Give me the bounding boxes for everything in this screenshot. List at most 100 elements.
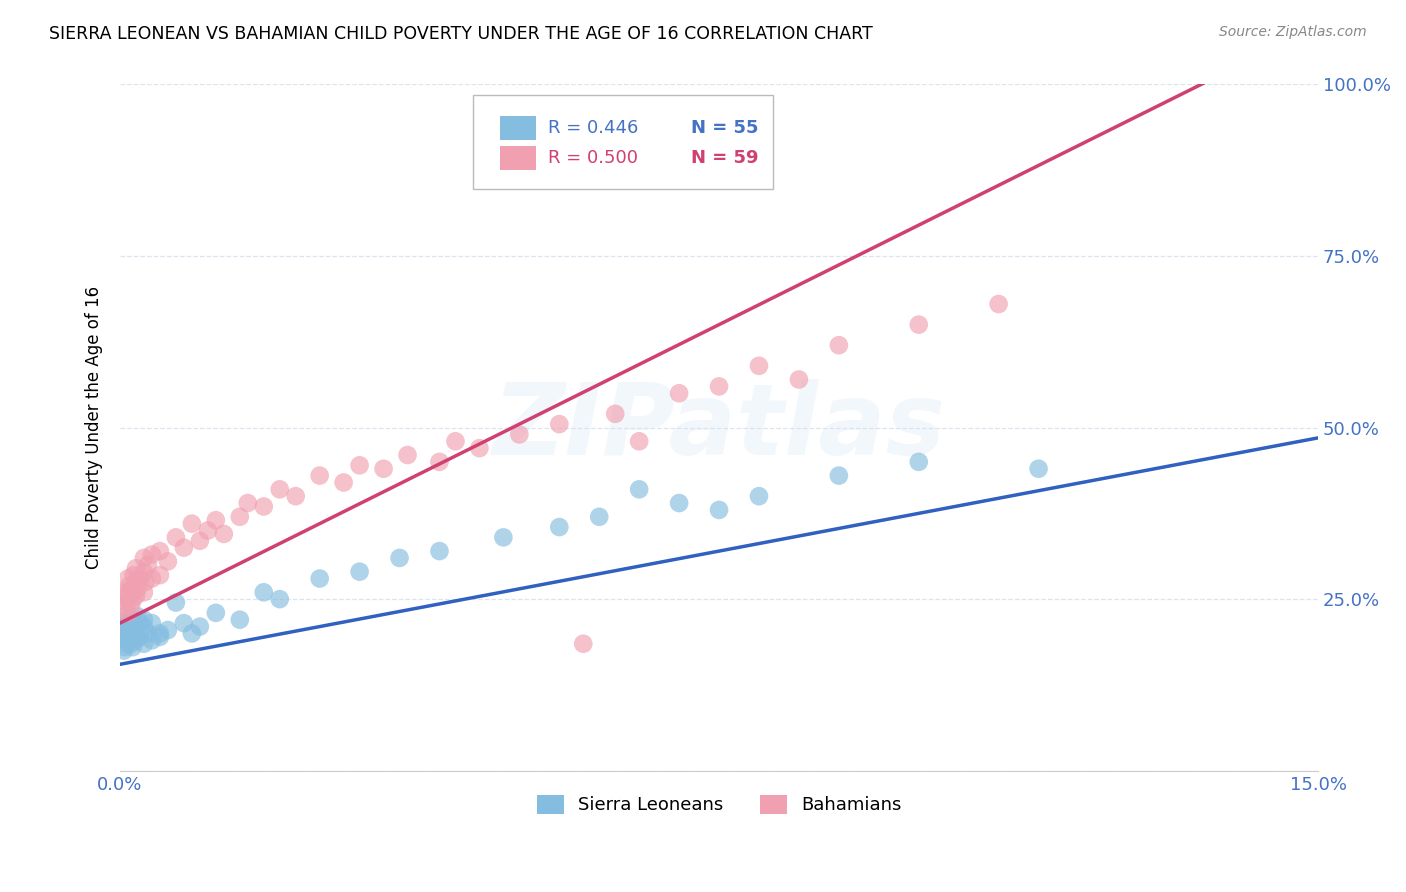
Point — [748, 359, 770, 373]
Point — [112, 589, 135, 603]
Text: N = 59: N = 59 — [692, 149, 759, 167]
Point — [115, 596, 138, 610]
Point — [468, 441, 491, 455]
Point — [396, 448, 419, 462]
Point — [204, 606, 226, 620]
Point — [136, 626, 159, 640]
Point — [132, 637, 155, 651]
Point — [188, 533, 211, 548]
Text: SIERRA LEONEAN VS BAHAMIAN CHILD POVERTY UNDER THE AGE OF 16 CORRELATION CHART: SIERRA LEONEAN VS BAHAMIAN CHILD POVERTY… — [49, 25, 873, 43]
Point — [508, 427, 530, 442]
Point — [117, 633, 139, 648]
Point — [429, 544, 451, 558]
Point — [132, 565, 155, 579]
FancyBboxPatch shape — [474, 95, 773, 189]
Point — [118, 578, 141, 592]
Point — [748, 489, 770, 503]
Point — [121, 582, 143, 596]
Point — [572, 637, 595, 651]
Point — [121, 613, 143, 627]
Point — [121, 623, 143, 637]
Point — [373, 461, 395, 475]
Point — [332, 475, 354, 490]
Point — [349, 458, 371, 473]
Point — [124, 630, 146, 644]
Point — [114, 585, 136, 599]
Point — [149, 626, 172, 640]
Point — [229, 613, 252, 627]
Point — [628, 483, 651, 497]
Point — [149, 630, 172, 644]
Point — [115, 637, 138, 651]
Point — [117, 572, 139, 586]
Point — [115, 630, 138, 644]
Point — [349, 565, 371, 579]
Point — [212, 527, 235, 541]
Point — [132, 551, 155, 566]
Point — [156, 554, 179, 568]
Point — [121, 640, 143, 655]
Point — [141, 633, 163, 648]
Point — [707, 503, 730, 517]
Point — [129, 572, 152, 586]
Point — [308, 572, 330, 586]
Text: N = 55: N = 55 — [692, 119, 759, 136]
Text: R = 0.500: R = 0.500 — [548, 149, 638, 167]
Point — [120, 637, 142, 651]
Point — [787, 372, 810, 386]
Point — [120, 630, 142, 644]
Point — [180, 626, 202, 640]
Point — [111, 630, 134, 644]
Point — [121, 592, 143, 607]
Text: Source: ZipAtlas.com: Source: ZipAtlas.com — [1219, 25, 1367, 39]
Text: ZIPatlas: ZIPatlas — [492, 379, 946, 476]
Point — [125, 633, 148, 648]
Point — [284, 489, 307, 503]
Point — [907, 318, 929, 332]
Point — [388, 551, 411, 566]
Point — [548, 520, 571, 534]
Point — [125, 574, 148, 589]
Point — [987, 297, 1010, 311]
Point — [135, 574, 157, 589]
Point — [236, 496, 259, 510]
Bar — [499, 146, 536, 169]
Point — [125, 589, 148, 603]
Point — [173, 616, 195, 631]
Point — [141, 548, 163, 562]
Legend: Sierra Leoneans, Bahamians: Sierra Leoneans, Bahamians — [527, 786, 911, 823]
Point — [156, 623, 179, 637]
Point — [1028, 461, 1050, 475]
Point — [253, 585, 276, 599]
Point — [444, 434, 467, 449]
Point — [136, 558, 159, 572]
Point — [112, 643, 135, 657]
Point — [117, 606, 139, 620]
Point — [229, 509, 252, 524]
Text: R = 0.446: R = 0.446 — [548, 119, 638, 136]
Point — [118, 619, 141, 633]
Point — [429, 455, 451, 469]
Point — [253, 500, 276, 514]
Y-axis label: Child Poverty Under the Age of 16: Child Poverty Under the Age of 16 — [86, 286, 103, 569]
Point — [828, 338, 851, 352]
Point — [117, 589, 139, 603]
Point — [204, 513, 226, 527]
Point — [188, 619, 211, 633]
Point — [132, 585, 155, 599]
Point — [125, 619, 148, 633]
Point — [114, 613, 136, 627]
Point — [707, 379, 730, 393]
Point — [269, 483, 291, 497]
Point — [173, 541, 195, 555]
Point — [828, 468, 851, 483]
Point — [122, 616, 145, 631]
Point — [132, 619, 155, 633]
Point — [129, 616, 152, 631]
Point — [112, 619, 135, 633]
Point — [117, 626, 139, 640]
Point — [125, 561, 148, 575]
Point — [122, 568, 145, 582]
Point — [668, 496, 690, 510]
Point — [548, 417, 571, 431]
